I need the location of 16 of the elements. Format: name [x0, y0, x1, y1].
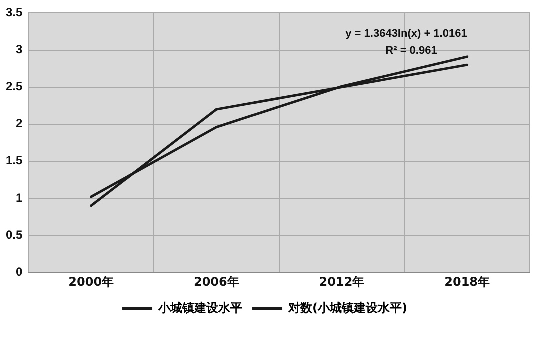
y-tick-label: 2 — [16, 116, 23, 131]
y-tick-label: 0.5 — [6, 228, 23, 242]
y-tick-label: 3 — [16, 42, 23, 57]
legend-label: 小城镇建设水平 — [158, 301, 243, 316]
annotation: y = 1.3643ln(x) + 1.0161 — [346, 28, 468, 40]
y-tick-label: 2.5 — [6, 80, 23, 94]
y-tick-label: 3.5 — [6, 6, 23, 20]
y-tick-label: 0 — [16, 264, 23, 279]
annotation: R² = 0.961 — [386, 44, 438, 57]
x-tick-label: 2012年 — [319, 274, 365, 289]
x-tick-label: 2006年 — [194, 274, 240, 289]
x-tick-label: 2000年 — [68, 274, 114, 289]
y-tick-label: 1 — [16, 190, 23, 205]
x-tick-label: 2018年 — [444, 274, 490, 289]
y-tick-label: 1.5 — [6, 154, 23, 168]
legend-label: 对数(小城镇建设水平) — [288, 301, 408, 316]
